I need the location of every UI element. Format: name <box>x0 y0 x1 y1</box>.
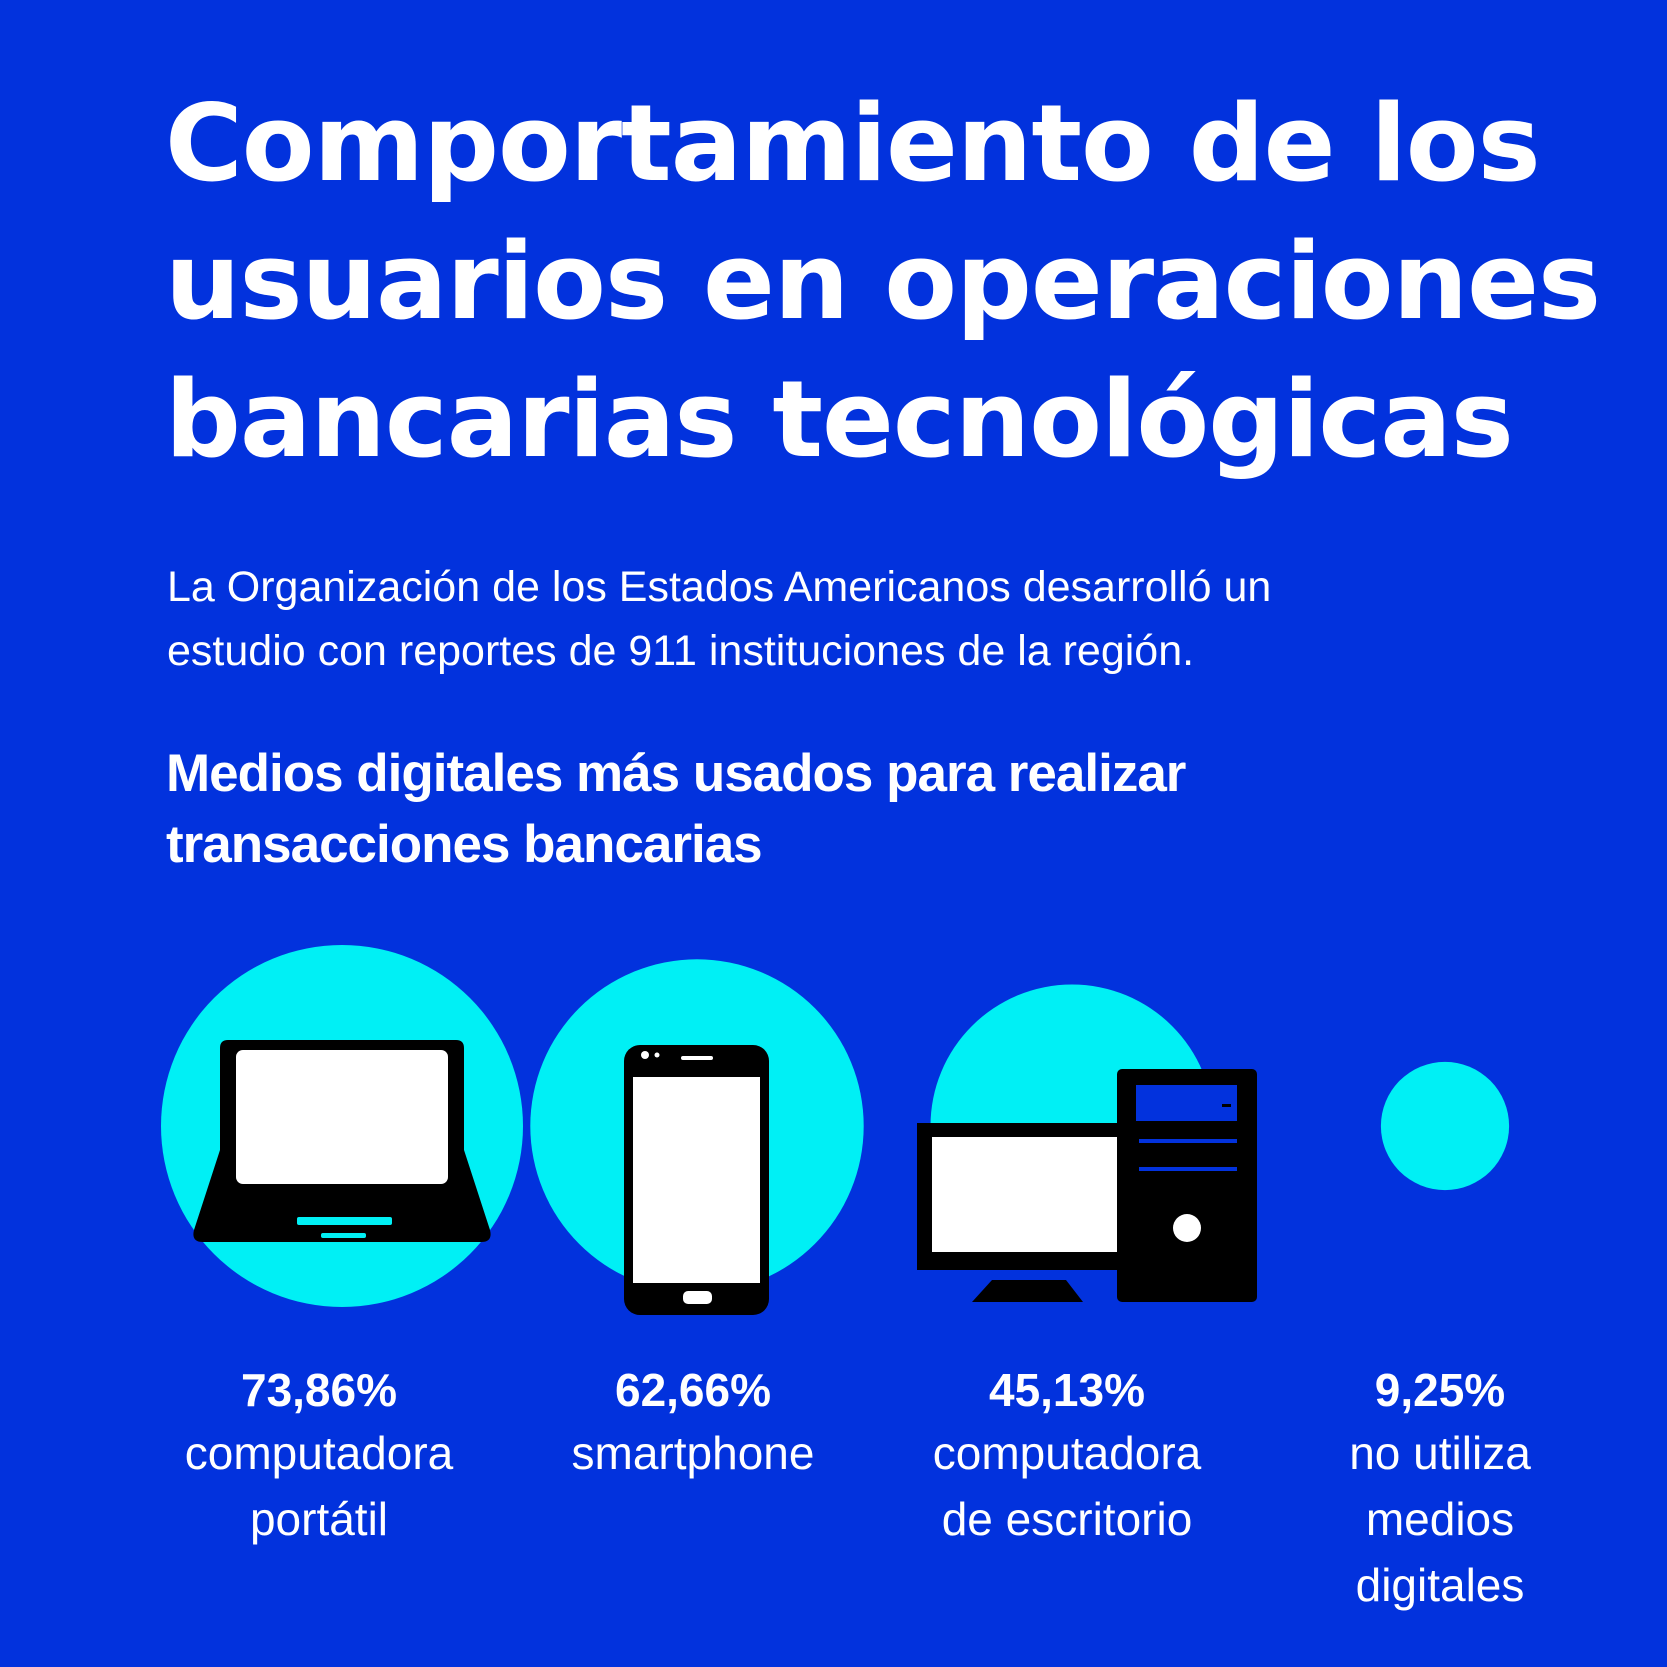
tower-power-button <box>1173 1214 1201 1242</box>
intro-line-2: estudio con reportes de 911 institucione… <box>167 627 1195 675</box>
smartphone-speaker <box>681 1056 713 1060</box>
stat-desktop-value: 45,13% <box>988 1364 1145 1416</box>
tower-drive-light <box>1222 1104 1231 1107</box>
bubble-chart <box>161 945 1510 1315</box>
stat-laptop: 73,86% computadora portátil <box>129 1360 509 1552</box>
smartphone-screen <box>633 1077 760 1283</box>
stat-smartphone-value: 62,66% <box>614 1364 771 1416</box>
tower-drive-bay <box>1136 1085 1237 1121</box>
smartphone-sensor <box>654 1052 660 1058</box>
title-line-2: usuarios en operaciones <box>165 220 1601 343</box>
chart-title: Medios digitales más usados para realiza… <box>166 738 1486 880</box>
intro-line-1: La Organización de los Estados Americano… <box>167 563 1272 611</box>
chart-title-line-2: transacciones bancarias <box>166 815 763 874</box>
desktop-monitor-screen <box>932 1137 1117 1252</box>
laptop-icon <box>193 1040 491 1242</box>
page-title: Comportamiento de los usuarios en operac… <box>165 75 1601 489</box>
stat-none-label-2: medios <box>1365 1493 1515 1545</box>
smartphone-home-button <box>683 1291 712 1304</box>
stat-desktop: 45,13% computadora de escritorio <box>877 1360 1257 1552</box>
stat-none-label-1: no utiliza <box>1349 1427 1531 1479</box>
chart-title-line-1: Medios digitales más usados para realiza… <box>166 744 1186 803</box>
stat-laptop-label-2: portátil <box>249 1493 389 1545</box>
stat-desktop-label-2: de escritorio <box>941 1493 1193 1545</box>
desktop-computer-icon <box>917 1069 1257 1302</box>
stat-laptop-value: 73,86% <box>240 1364 397 1416</box>
bubble-4 <box>1380 1061 1510 1191</box>
stat-smartphone: 62,66% smartphone <box>503 1360 883 1486</box>
stat-none: 9,25% no utiliza medios digitales <box>1250 1360 1630 1618</box>
tower-slot-1 <box>1136 1139 1237 1143</box>
laptop-touchpad-base <box>321 1233 366 1238</box>
intro-text: La Organización de los Estados Americano… <box>167 555 1467 683</box>
tower-slot-2 <box>1136 1167 1237 1171</box>
desktop-tower <box>1117 1069 1257 1302</box>
title-line-1: Comportamiento de los <box>165 82 1541 205</box>
stat-none-value: 9,25% <box>1374 1364 1506 1416</box>
laptop-screen <box>236 1050 448 1184</box>
stat-none-label-3: digitales <box>1355 1559 1525 1611</box>
desktop-monitor-stand <box>972 1280 1083 1302</box>
smartphone-icon <box>624 1045 769 1315</box>
laptop-touchpad <box>297 1217 392 1225</box>
stat-desktop-label-1: computadora <box>932 1427 1202 1479</box>
stat-smartphone-label-1: smartphone <box>571 1427 815 1479</box>
smartphone-camera <box>641 1051 649 1059</box>
title-line-3: bancarias tecnológicas <box>165 358 1514 481</box>
stat-laptop-label-1: computadora <box>184 1427 454 1479</box>
